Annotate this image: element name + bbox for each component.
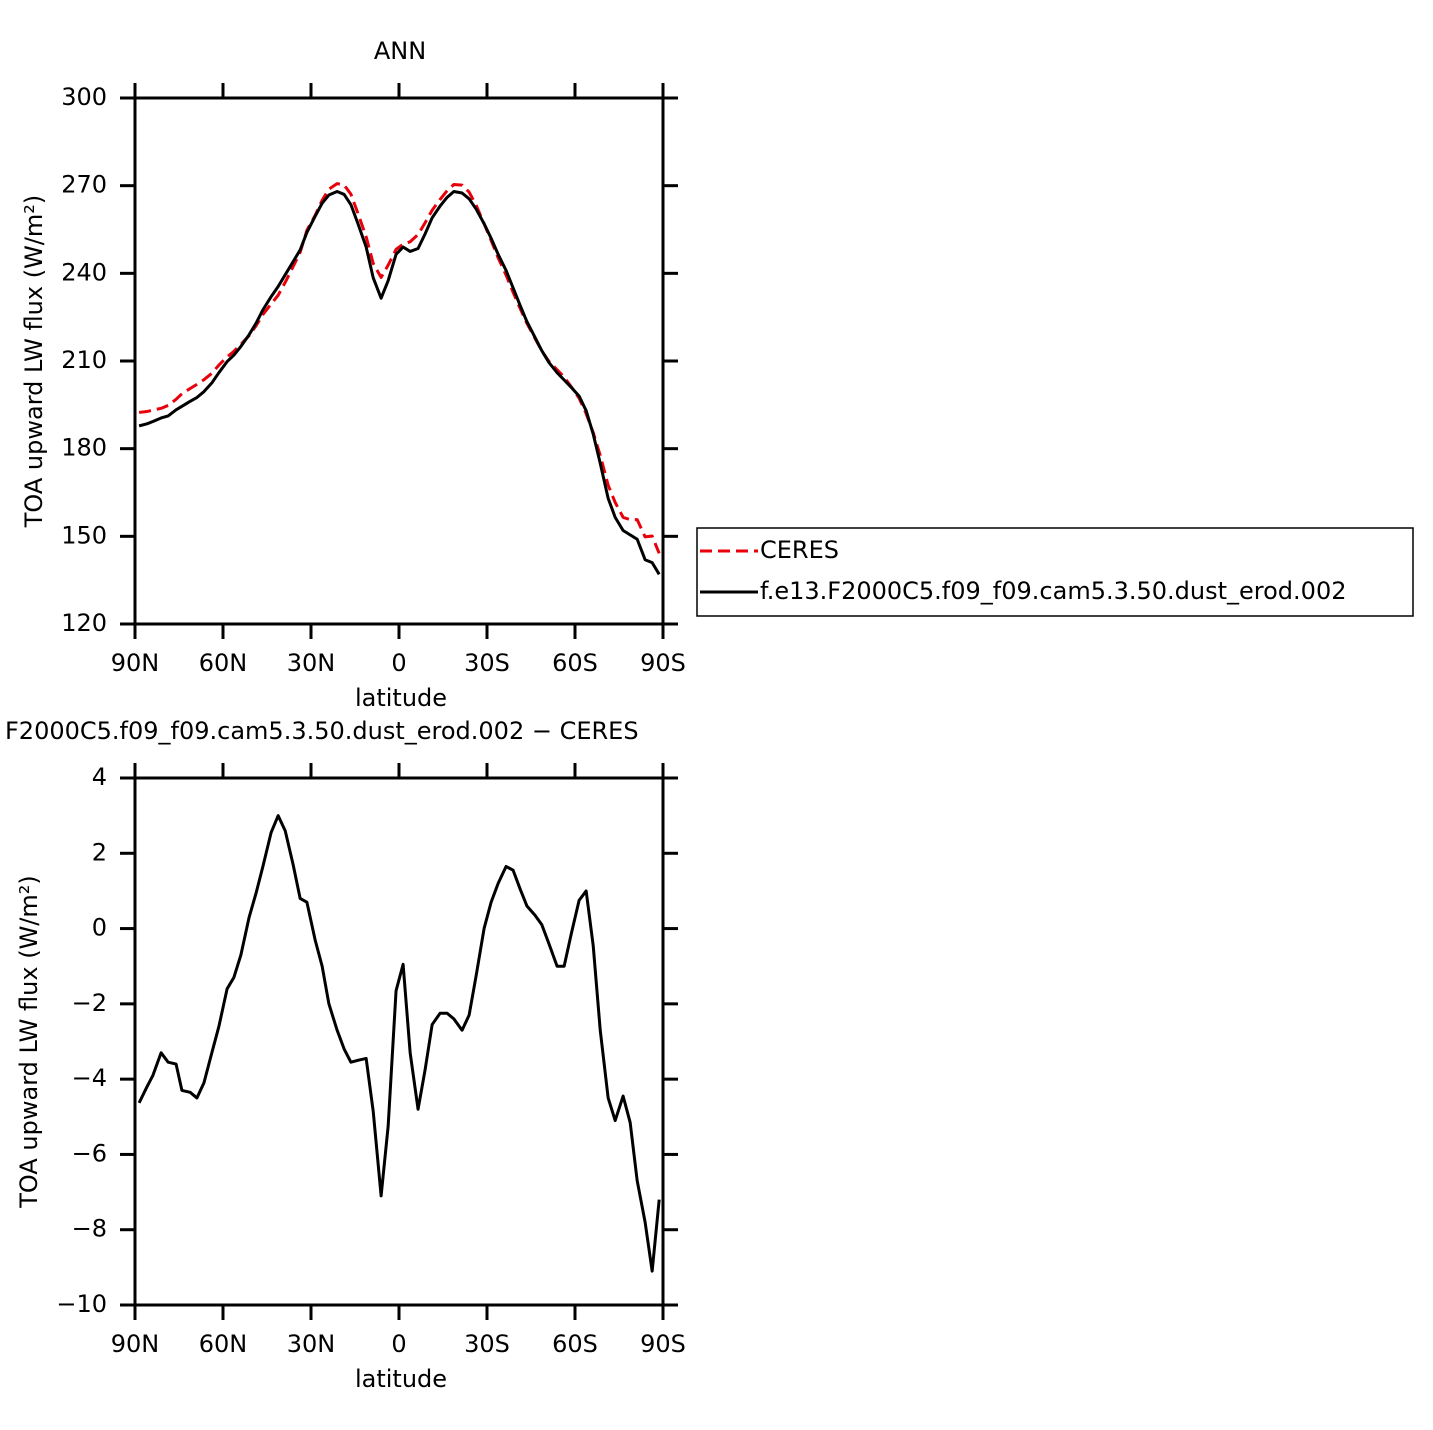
line-series <box>138 190 661 576</box>
plot-frame <box>133 96 665 626</box>
y-tick-label: 300 <box>61 83 107 111</box>
x-tick-label: 90N <box>111 1330 160 1358</box>
x-tick-label: 90S <box>640 1330 686 1358</box>
y-tick-label: −4 <box>72 1064 107 1092</box>
x-tick-label: 30N <box>287 649 336 677</box>
y-tick-label: 240 <box>61 258 107 286</box>
y-tick-label: −2 <box>72 989 107 1017</box>
x-tick-label: 60S <box>552 649 598 677</box>
x-tick-label: 90S <box>640 649 686 677</box>
x-tick-label: 60N <box>199 1330 248 1358</box>
x-tick-label: 30N <box>287 1330 336 1358</box>
legend-label: f.e13.F2000C5.f09_f09.cam5.3.50.dust_ero… <box>760 577 1346 605</box>
y-tick-label: 210 <box>61 346 107 374</box>
x-axis-label: latitude <box>355 1365 447 1393</box>
y-tick-label: 2 <box>92 838 107 866</box>
y-tick-label: 0 <box>92 914 107 942</box>
y-tick-label: 120 <box>61 609 107 637</box>
chart-title: ANN <box>374 37 426 65</box>
x-tick-label: 30S <box>464 1330 510 1358</box>
legend-label: CERES <box>760 536 839 564</box>
y-tick-label: 4 <box>92 763 107 791</box>
x-tick-label: 0 <box>391 649 406 677</box>
plot-frame <box>133 776 665 1307</box>
x-tick-label: 60S <box>552 1330 598 1358</box>
y-tick-label: 150 <box>61 521 107 549</box>
x-tick-label: 30S <box>464 649 510 677</box>
line-series <box>138 182 661 554</box>
chart-title: F2000C5.f09_f09.cam5.3.50.dust_erod.002 … <box>5 717 639 745</box>
y-axis-label: TOA upward LW flux (W/m²) <box>15 875 43 1209</box>
x-tick-label: 0 <box>391 1330 406 1358</box>
y-tick-label: −10 <box>56 1290 107 1318</box>
x-tick-label: 90N <box>111 649 160 677</box>
y-tick-label: 180 <box>61 434 107 462</box>
y-tick-label: −6 <box>72 1139 107 1167</box>
x-tick-label: 60N <box>199 649 248 677</box>
y-tick-label: −8 <box>72 1215 107 1243</box>
y-axis-label: TOA upward LW flux (W/m²) <box>20 195 48 529</box>
line-series <box>137 814 661 1273</box>
x-axis-label: latitude <box>355 684 447 712</box>
legend-box <box>696 527 1414 617</box>
y-tick-label: 270 <box>61 171 107 199</box>
